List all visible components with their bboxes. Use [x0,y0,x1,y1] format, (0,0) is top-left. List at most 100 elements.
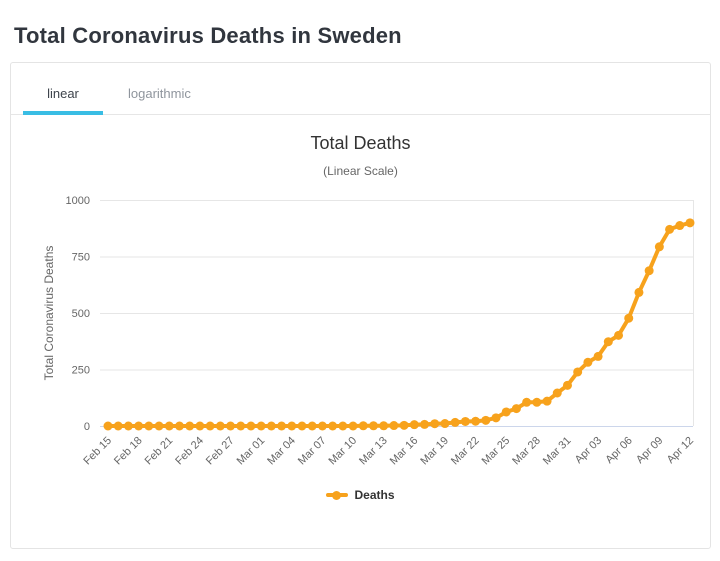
data-point[interactable] [471,416,481,426]
data-point[interactable] [266,421,276,431]
data-point[interactable] [522,397,532,407]
y-tick-label: 250 [72,365,90,377]
tab-active-underline [23,111,103,115]
data-point[interactable] [164,421,174,431]
x-tick-label: Apr 12 [665,435,696,466]
data-point[interactable] [307,421,317,431]
legend-label: Deaths [354,488,395,502]
data-point[interactable] [195,421,205,431]
data-point[interactable] [154,421,164,431]
data-point[interactable] [215,421,225,431]
data-point[interactable] [634,287,644,297]
y-tick-label: 500 [72,308,90,320]
x-tick-label: Apr 09 [634,435,665,466]
x-tick-label: Mar 16 [388,435,421,468]
data-point[interactable] [665,224,675,234]
data-point[interactable] [511,404,521,414]
data-point[interactable] [562,380,572,390]
data-point[interactable] [379,421,389,431]
data-point[interactable] [399,420,409,430]
data-point[interactable] [113,421,123,431]
x-tick-label: Mar 22 [449,435,482,468]
y-tick-label: 750 [72,252,90,264]
x-tick-label: Apr 03 [573,435,604,466]
data-point[interactable] [103,421,113,431]
tab-linear[interactable]: linear [47,86,79,101]
deaths-line[interactable] [106,220,692,428]
data-point[interactable] [420,419,430,429]
data-point[interactable] [409,420,419,430]
x-tick-label: Feb 24 [173,435,206,468]
data-point[interactable] [123,421,133,431]
data-point[interactable] [460,416,470,426]
data-point[interactable] [532,397,542,407]
x-tick-label: Feb 21 [143,435,176,468]
data-point[interactable] [277,421,287,431]
data-point[interactable] [205,421,215,431]
data-point[interactable] [481,415,491,425]
x-tick-label: Feb 18 [112,435,145,468]
y-tick-label: 1000 [66,195,90,207]
data-point[interactable] [297,421,307,431]
data-point[interactable] [624,313,634,323]
data-point[interactable] [236,421,246,431]
data-point[interactable] [450,417,460,427]
data-point[interactable] [174,421,184,431]
x-tick-label: Mar 13 [357,435,390,468]
x-tick-label: Feb 15 [81,435,114,468]
data-point[interactable] [501,407,511,417]
data-point[interactable] [256,421,266,431]
data-point[interactable] [593,351,603,361]
x-tick-label: Mar 31 [541,435,574,468]
data-point[interactable] [440,419,450,429]
data-point[interactable] [685,218,695,228]
data-point[interactable] [573,367,583,377]
y-tick-label: 0 [84,421,90,433]
data-point[interactable] [317,421,327,431]
data-point[interactable] [614,330,624,340]
x-tick-label: Mar 07 [296,435,329,468]
gridlines [100,200,694,426]
x-tick-label: Mar 10 [326,435,359,468]
data-point[interactable] [603,337,613,347]
data-point[interactable] [368,421,378,431]
data-point[interactable] [675,221,685,231]
data-point[interactable] [185,421,195,431]
data-point[interactable] [358,421,368,431]
data-point[interactable] [144,421,154,431]
data-point[interactable] [583,357,593,367]
deaths-series-marker-icon [326,490,349,500]
data-point[interactable] [246,421,256,431]
x-tick-label: Mar 19 [418,435,451,468]
deaths-points[interactable] [103,218,695,431]
x-tick-label: Feb 27 [204,435,237,468]
data-point[interactable] [328,421,338,431]
chart-panel: linear logarithmic Total Deaths (Linear … [10,62,711,549]
data-point[interactable] [287,421,297,431]
tab-logarithmic[interactable]: logarithmic [128,86,191,101]
data-point[interactable] [552,388,562,398]
data-point[interactable] [389,421,399,431]
data-point[interactable] [654,242,664,252]
x-tick-label: Mar 25 [480,435,513,468]
data-point[interactable] [134,421,144,431]
x-tick-label: Mar 28 [510,435,543,468]
data-point[interactable] [430,419,440,429]
data-point[interactable] [542,396,552,406]
data-point[interactable] [348,421,358,431]
data-point[interactable] [226,421,236,431]
legend-item-deaths[interactable]: Deaths [11,488,710,502]
data-point[interactable] [644,266,654,276]
scale-tabbar: linear logarithmic [11,63,710,115]
x-tick-label: Mar 04 [265,435,298,468]
x-tick-label: Apr 06 [603,435,634,466]
y-tick-labels: 0 250 500 750 1000 [66,195,90,433]
data-point[interactable] [491,413,501,423]
page-title: Total Coronavirus Deaths in Sweden [14,22,402,48]
data-point[interactable] [338,421,348,431]
chart-title: Total Deaths [310,133,411,153]
chart-subtitle: (Linear Scale) [323,164,398,178]
